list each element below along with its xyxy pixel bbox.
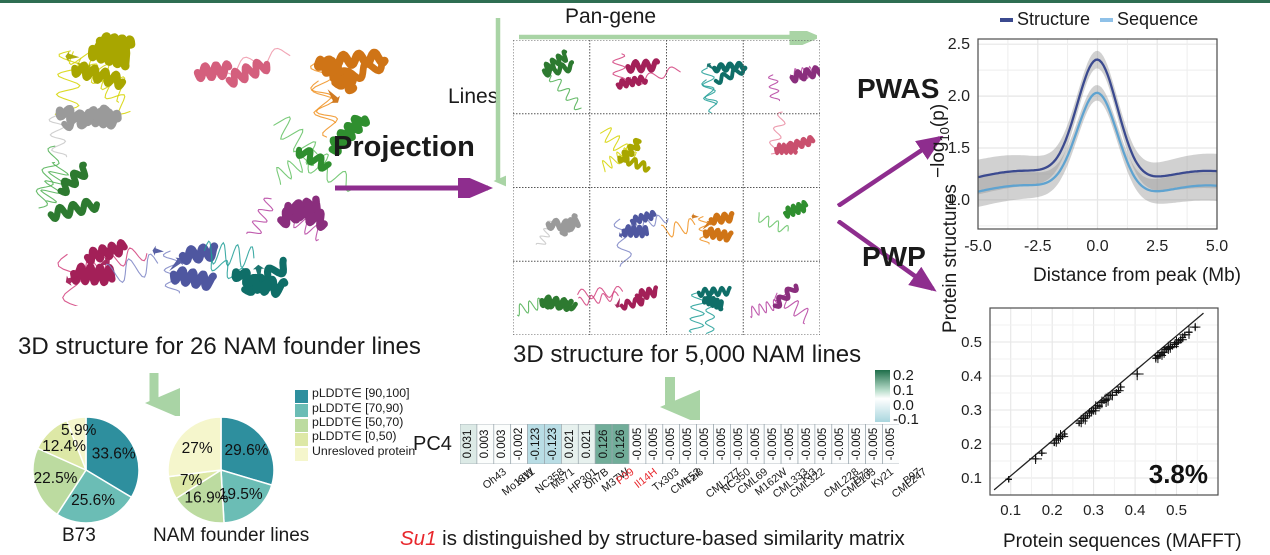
- svg-text:0.4: 0.4: [961, 368, 982, 385]
- svg-text:0.2: 0.2: [961, 436, 982, 453]
- svg-text:16.9%: 16.9%: [185, 489, 229, 506]
- svg-text:-0.1: -0.1: [893, 411, 919, 428]
- svg-text:0.1: 0.1: [961, 470, 982, 487]
- svg-text:-5.0: -5.0: [964, 238, 992, 255]
- svg-text:29.6%: 29.6%: [225, 442, 269, 459]
- svg-text:0.3: 0.3: [1083, 502, 1104, 519]
- svg-text:5.0: 5.0: [1206, 238, 1228, 255]
- svg-text:0.4: 0.4: [1125, 502, 1146, 519]
- svg-text:-2.5: -2.5: [1024, 238, 1052, 255]
- svg-text:2.5: 2.5: [948, 36, 970, 53]
- svg-text:0.2: 0.2: [1042, 502, 1063, 519]
- svg-text:5.9%: 5.9%: [61, 422, 97, 439]
- svg-text:12.4%: 12.4%: [42, 438, 86, 455]
- svg-text:22.5%: 22.5%: [34, 470, 78, 487]
- svg-text:27%: 27%: [182, 440, 213, 457]
- svg-text:0.5: 0.5: [961, 334, 982, 351]
- svg-text:2.5: 2.5: [1146, 238, 1168, 255]
- svg-text:3.8%: 3.8%: [1149, 459, 1208, 489]
- svg-text:7%: 7%: [180, 472, 203, 489]
- svg-text:33.6%: 33.6%: [92, 445, 136, 462]
- svg-text:0.0: 0.0: [1086, 238, 1108, 255]
- svg-text:0.1: 0.1: [1000, 502, 1021, 519]
- svg-text:0.5: 0.5: [1166, 502, 1187, 519]
- svg-text:2.0: 2.0: [948, 88, 970, 105]
- svg-text:0.3: 0.3: [961, 402, 982, 419]
- svg-text:25.6%: 25.6%: [71, 492, 115, 509]
